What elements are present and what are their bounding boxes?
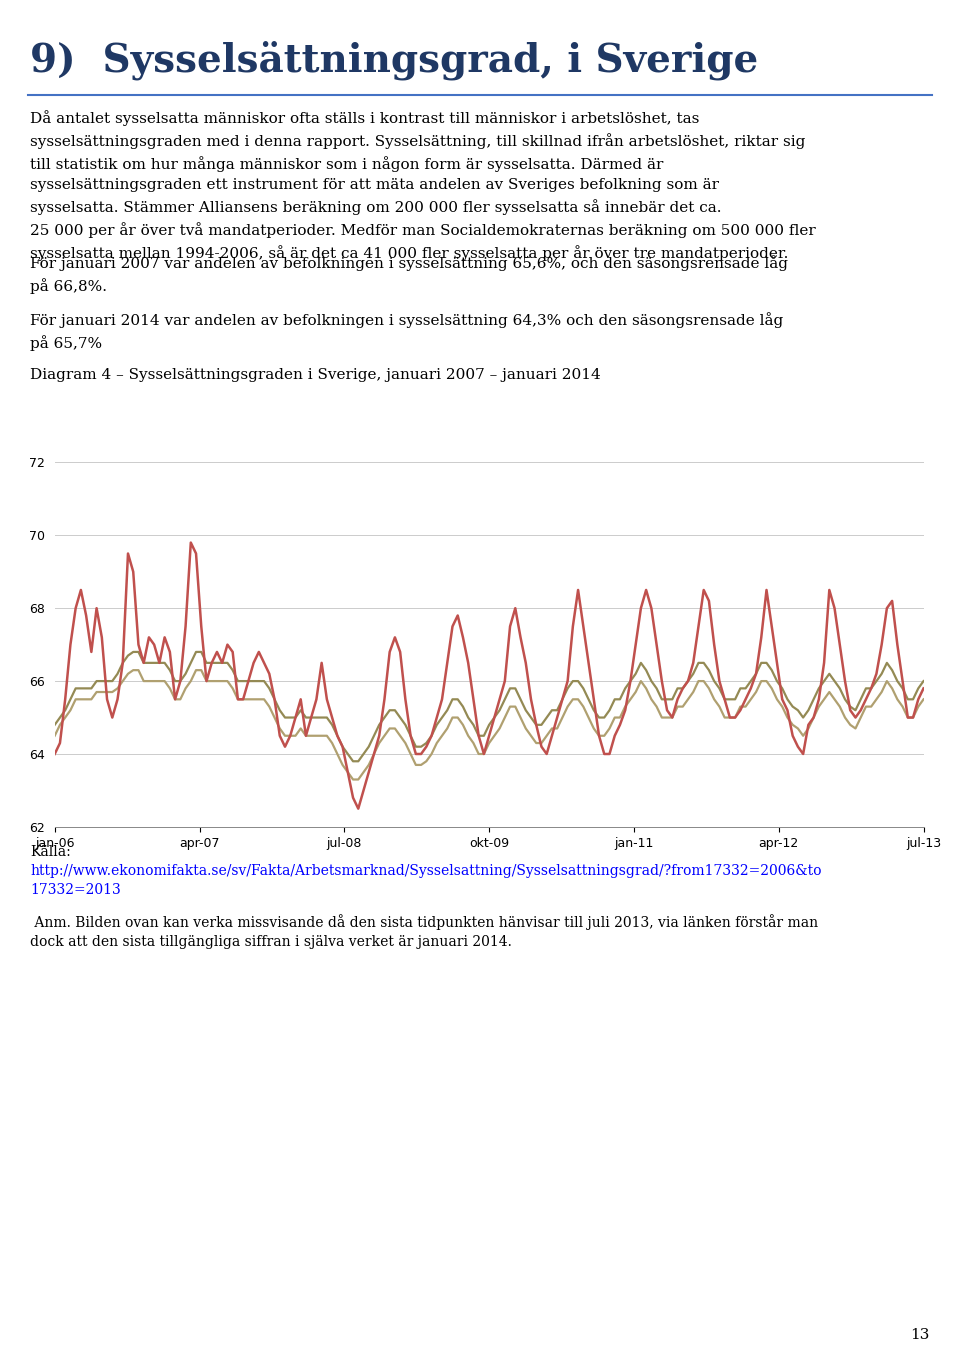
Text: 9)  Sysselsättningsgrad, i Sverige: 9) Sysselsättningsgrad, i Sverige — [30, 39, 758, 79]
Text: Anm. Bilden ovan kan verka missvisande då den sista tidpunkten hänvisar till jul: Anm. Bilden ovan kan verka missvisande d… — [30, 914, 818, 949]
Text: Diagram 4 – Sysselsättningsgraden i Sverige, januari 2007 – januari 2014: Diagram 4 – Sysselsättningsgraden i Sver… — [30, 369, 601, 382]
Text: För januari 2014 var andelen av befolkningen i sysselsättning 64,3% och den säso: För januari 2014 var andelen av befolkni… — [30, 311, 783, 351]
Text: 13: 13 — [911, 1327, 930, 1342]
Text: Källa:: Källa: — [30, 845, 71, 860]
Text: För januari 2007 var andelen av befolkningen i sysselsättning 65,6%, och den säs: För januari 2007 var andelen av befolkni… — [30, 256, 788, 294]
Text: http://www.ekonomifakta.se/sv/Fakta/Arbetsmarknad/Sysselsattning/Sysselsattnings: http://www.ekonomifakta.se/sv/Fakta/Arbe… — [30, 864, 822, 898]
Text: Då antalet sysselsatta människor ofta ställs i kontrast till människor i arbetsl: Då antalet sysselsatta människor ofta st… — [30, 110, 816, 261]
